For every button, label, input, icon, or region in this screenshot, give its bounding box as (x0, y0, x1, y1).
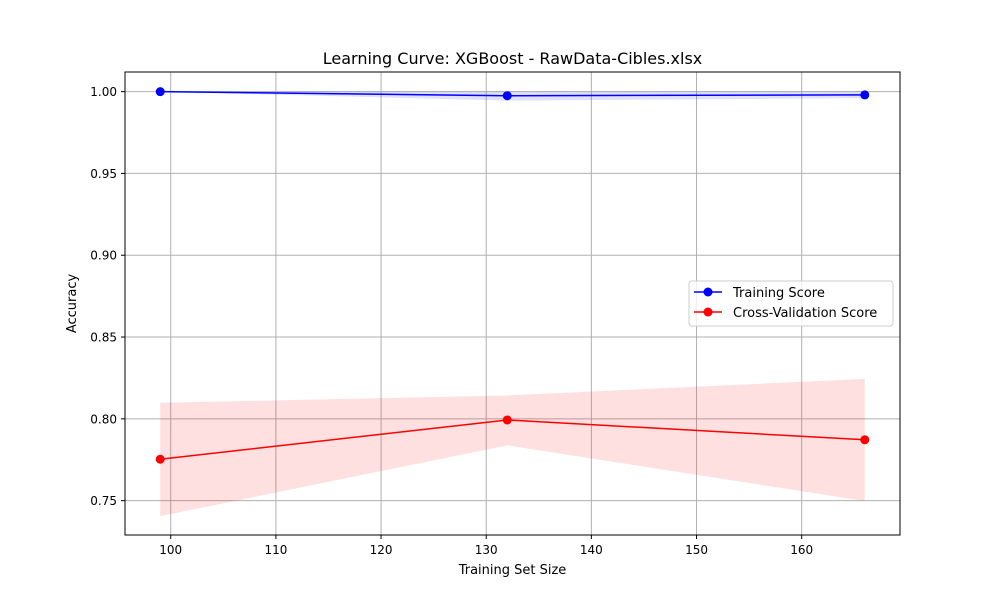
x-axis-ticks: 100 110 120 130 140 150 160 (159, 535, 813, 557)
y-axis-ticks: 0.75 0.80 0.85 0.90 0.95 1.00 (90, 85, 125, 508)
legend-box (688, 280, 894, 327)
series-lines (155, 87, 870, 464)
chart-title: Learning Curve: XGBoost - RawData-Cibles… (323, 49, 703, 68)
data-point (155, 454, 165, 464)
plot-frame (124, 71, 901, 536)
data-point (502, 415, 512, 425)
x-tick-label: 140 (580, 543, 603, 557)
x-tick-label: 100 (159, 543, 182, 557)
data-point (155, 87, 165, 97)
x-tick-label: 150 (685, 543, 708, 557)
x-tick-label: 160 (790, 543, 813, 557)
y-tick-label: 0.95 (90, 167, 117, 181)
y-tick-label: 0.85 (90, 331, 117, 345)
x-tick-label: 110 (264, 543, 287, 557)
y-tick-label: 0.75 (90, 494, 117, 508)
y-tick-label: 0.80 (90, 412, 117, 426)
y-tick-label: 1.00 (90, 85, 117, 99)
legend-marker-cv (703, 307, 713, 317)
legend-label-cv: Cross-Validation Score (733, 306, 877, 321)
y-axis-label: Accuracy (65, 274, 80, 334)
x-tick-label: 120 (370, 543, 393, 557)
legend-marker-training (703, 287, 713, 297)
x-axis-label: Training Set Size (458, 563, 567, 578)
data-point (502, 91, 512, 101)
legend-label-training: Training Score (732, 286, 825, 301)
x-tick-label: 130 (475, 543, 498, 557)
legend: Training Score Cross-Validation Score (688, 280, 894, 327)
data-point (860, 90, 870, 100)
confidence-band-1 (160, 378, 865, 517)
grid (125, 72, 900, 535)
data-point (860, 435, 870, 445)
y-tick-label: 0.90 (90, 249, 117, 263)
